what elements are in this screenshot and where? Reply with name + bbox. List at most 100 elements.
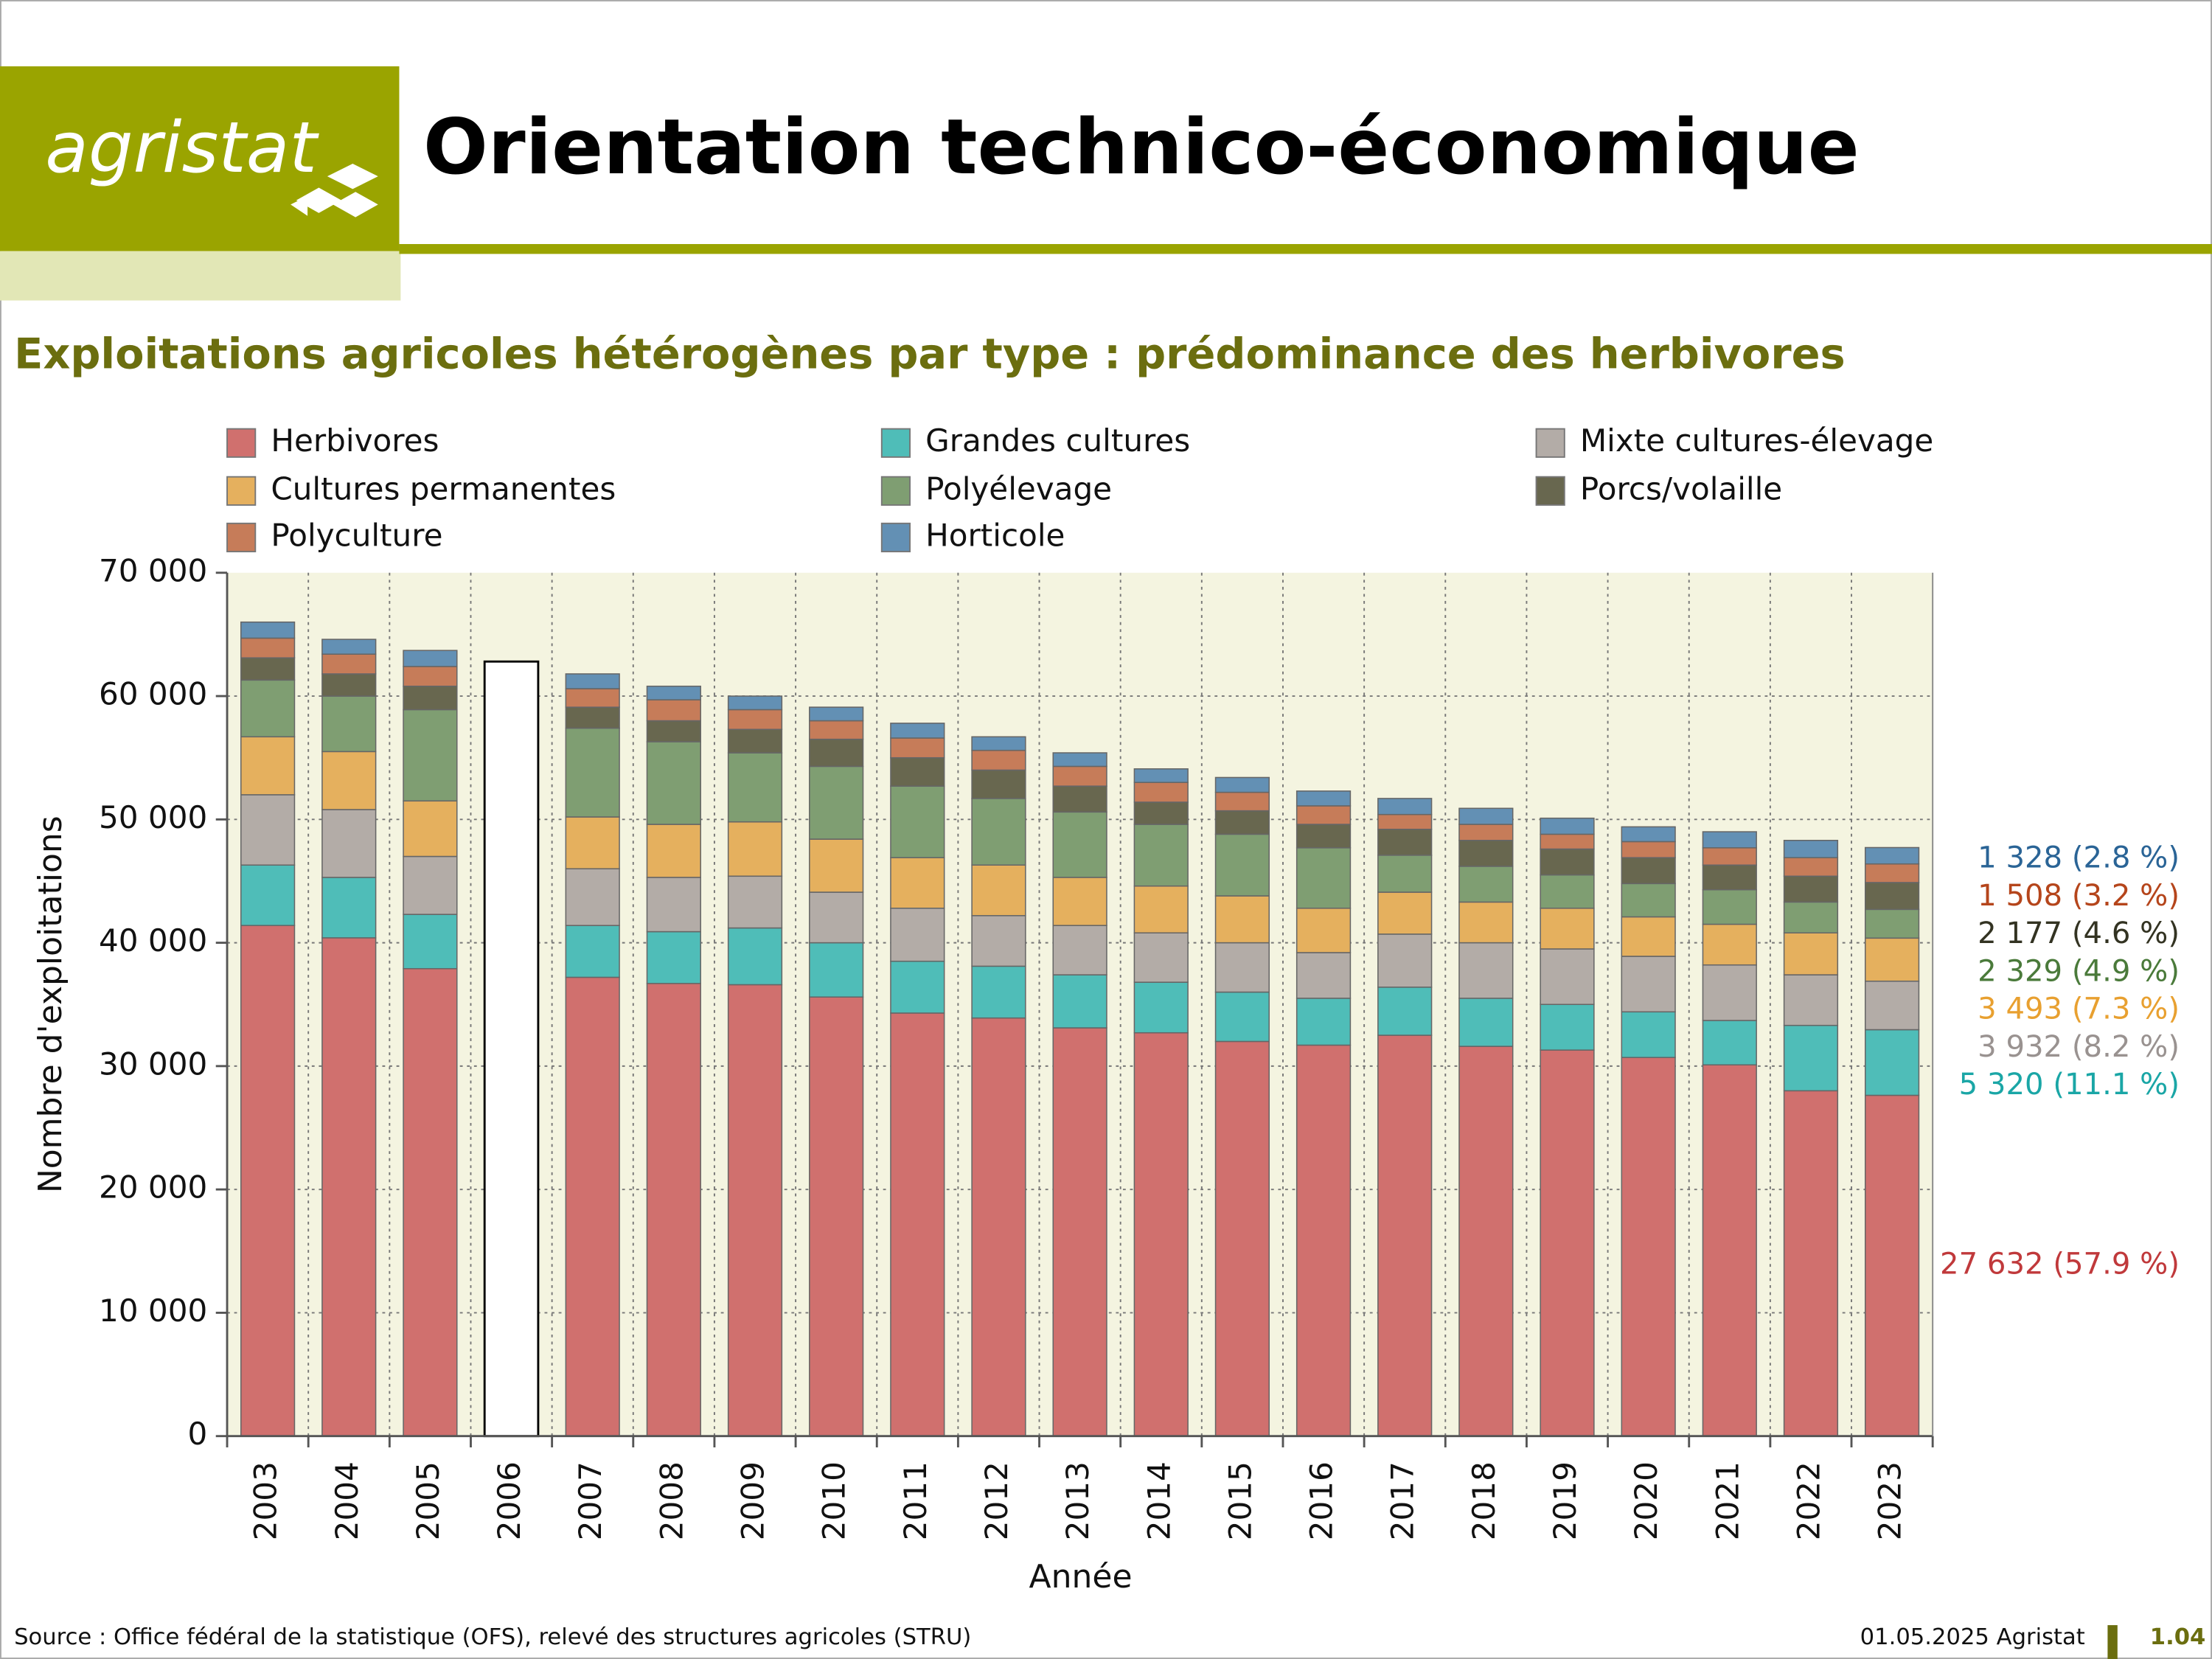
- value-label: 1 508 (3.2 %): [1978, 879, 2180, 913]
- legend-label: Polyélevage: [925, 470, 1112, 507]
- source-note: Source : Office fédéral de la statistiqu…: [14, 1624, 971, 1650]
- bar-segment: [1702, 864, 1757, 891]
- bar-segment: [890, 908, 945, 962]
- x-tick-label: 2005: [410, 1461, 446, 1540]
- logo-icon: [291, 163, 378, 218]
- value-label: 3 932 (8.2 %): [1978, 1030, 2180, 1064]
- x-tick-label: 2015: [1222, 1461, 1258, 1540]
- bar-segment: [971, 769, 1026, 799]
- bar-segment: [1540, 948, 1595, 1006]
- bar-segment: [1864, 1094, 1920, 1437]
- legend-label: Cultures permanentes: [271, 470, 616, 507]
- bar-segment: [727, 752, 783, 823]
- bar-segment: [1864, 980, 1920, 1031]
- x-tick-label: 2013: [1060, 1461, 1096, 1540]
- bar-segment: [403, 967, 458, 1437]
- legend-swatch: [880, 476, 911, 506]
- bar-segment: [1214, 776, 1270, 793]
- bar-segment: [240, 736, 296, 796]
- y-tick-label: 70 000: [99, 552, 207, 588]
- bar-segment: [1783, 840, 1839, 858]
- bar-segment: [890, 857, 945, 909]
- bar-segment: [321, 751, 377, 810]
- bar-segment: [1133, 782, 1189, 803]
- bar-segment: [403, 709, 458, 802]
- bar-segment: [646, 720, 701, 742]
- bar-segment: [1052, 811, 1107, 878]
- bar-segment: [321, 877, 377, 939]
- bar-segment: [1783, 974, 1839, 1026]
- bar-segment: [1540, 908, 1595, 950]
- bar-segment: [1783, 857, 1839, 877]
- bar-segment: [1052, 925, 1107, 975]
- x-tick-label: 2003: [248, 1461, 284, 1540]
- bar-segment: [1214, 942, 1270, 993]
- bar-segment: [1540, 833, 1595, 850]
- bar-segment: [565, 688, 620, 708]
- bar-segment: [727, 728, 783, 754]
- bar-segment: [1458, 807, 1514, 825]
- bar-segment: [1377, 891, 1433, 935]
- legend-label: Herbivores: [271, 422, 439, 459]
- bar-segment: [403, 685, 458, 711]
- bar-segment: [971, 749, 1026, 771]
- x-tick-label: 2010: [816, 1461, 852, 1540]
- footer-date: 01.05.2025 Agristat: [1860, 1624, 2085, 1650]
- bar-unsplit: [483, 660, 540, 1438]
- bar-segment: [727, 927, 783, 986]
- bar-segment: [1133, 824, 1189, 887]
- bar-segment: [565, 816, 620, 870]
- y-tick-label: 10 000: [99, 1293, 207, 1329]
- y-tick-label: 50 000: [99, 799, 207, 835]
- bar-segment: [403, 666, 458, 687]
- bar-segment: [1621, 883, 1676, 918]
- bar-segment: [809, 996, 864, 1437]
- bar-segment: [727, 709, 783, 730]
- bar-segment: [1377, 828, 1433, 856]
- bar-segment: [1621, 1057, 1676, 1437]
- page-number: 1.04: [2150, 1624, 2206, 1650]
- value-label: 2 329 (4.9 %): [1978, 954, 2180, 988]
- y-tick-label: 0: [187, 1416, 207, 1452]
- bar-segment: [1783, 875, 1839, 903]
- value-label: 1 328 (2.8 %): [1978, 841, 2180, 875]
- bar-segment: [1214, 1040, 1270, 1437]
- bar-segment: [321, 809, 377, 878]
- bar-segment: [1052, 877, 1107, 926]
- bar-segment: [1864, 937, 1920, 982]
- bar-segment: [1540, 817, 1595, 835]
- bar-segment: [1295, 847, 1352, 909]
- bar-segment: [1783, 932, 1839, 975]
- bar-segment: [240, 679, 296, 738]
- bar-segment: [1052, 785, 1107, 813]
- bar-segment: [240, 657, 296, 681]
- x-tick-label: 2009: [735, 1461, 771, 1540]
- y-axis-title: Nombre d'exploitations: [32, 815, 69, 1193]
- bar-segment: [403, 800, 458, 858]
- bar-segment: [1783, 901, 1839, 933]
- bar-segment: [890, 737, 945, 759]
- bar-segment: [1540, 848, 1595, 876]
- bar-segment: [240, 925, 296, 1437]
- x-tick-label: 2022: [1790, 1461, 1826, 1540]
- bar-segment: [1377, 798, 1433, 815]
- x-tick-label: 2004: [329, 1461, 365, 1540]
- x-tick-label: 2018: [1466, 1461, 1502, 1540]
- x-tick-label: 2020: [1628, 1461, 1664, 1540]
- bar-segment: [321, 653, 377, 675]
- legend-label: Polyculture: [271, 517, 442, 553]
- bar-segment: [971, 915, 1026, 967]
- bar-segment: [1702, 1064, 1757, 1437]
- bar-segment: [1133, 768, 1189, 783]
- legend-swatch: [880, 522, 911, 553]
- bar-segment: [1458, 866, 1514, 903]
- page-title: Orientation technico-économique: [423, 103, 1860, 192]
- x-tick-label: 2014: [1141, 1461, 1177, 1540]
- logo-block: [0, 66, 400, 251]
- bar-segment: [890, 723, 945, 739]
- bar-segment: [1133, 932, 1189, 983]
- bar-segment: [1377, 813, 1433, 830]
- bar-segment: [646, 741, 701, 825]
- legend-swatch: [1535, 476, 1565, 506]
- bar-segment: [1377, 933, 1433, 988]
